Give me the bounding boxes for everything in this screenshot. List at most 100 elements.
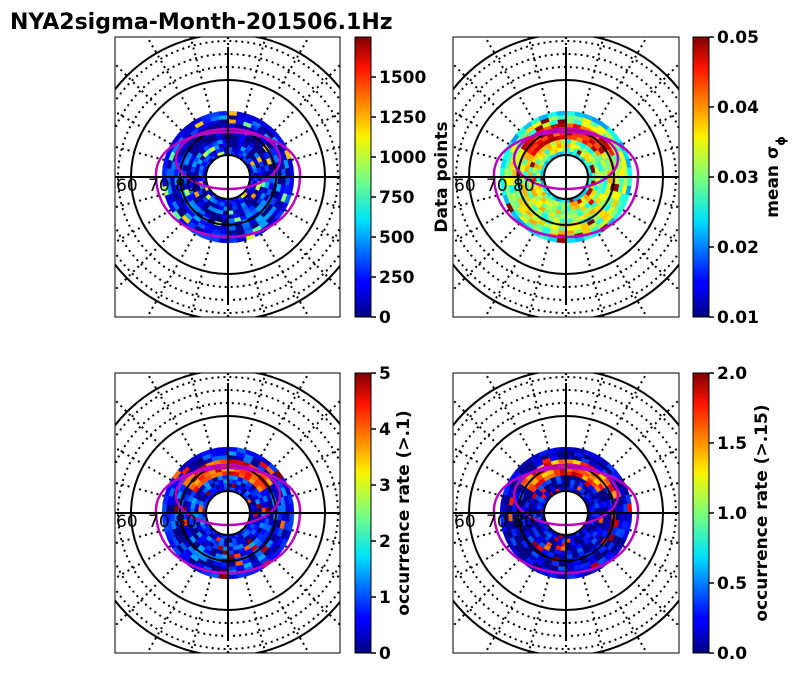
mlt-radial-line: [582, 576, 605, 653]
lat-label: 80: [175, 512, 197, 532]
mlt-radial-line: [244, 576, 267, 653]
heatmap-cell: [227, 562, 236, 568]
heatmap-cell: [220, 458, 229, 464]
mlt-radial-line: [527, 240, 550, 317]
lat-label: 60: [454, 512, 476, 532]
colorbar-tick-label: 0: [379, 644, 391, 664]
mlt-radial-line: [273, 63, 340, 132]
mlt-radial-line: [115, 193, 165, 209]
heatmap-cell: [615, 169, 621, 178]
mlt-radial-line: [115, 545, 172, 580]
heatmap-cell: [627, 176, 633, 187]
colorbar-label: Data points: [432, 121, 452, 232]
lat-label: 70: [148, 176, 170, 196]
colorbar-label-subscript: ϕ: [774, 136, 788, 146]
heatmap-cell: [558, 562, 567, 568]
heatmap-cell: [227, 122, 236, 128]
lat-label: 80: [513, 512, 535, 532]
mlt-radial-line: [484, 233, 534, 317]
mlt-radial-line: [244, 373, 267, 450]
lat-label: 80: [175, 176, 197, 196]
mlt-radial-line: [582, 373, 605, 450]
lat-label: 60: [454, 176, 476, 196]
colorbar-tick-label: 1: [379, 588, 391, 608]
mlt-radial-line: [189, 576, 212, 653]
heatmap-cell: [277, 169, 283, 178]
heatmap-cell: [615, 512, 621, 521]
lat-label: 60: [116, 176, 138, 196]
mlt-radial-line: [115, 481, 165, 497]
colorbar-tick-label: 1500: [379, 68, 426, 88]
colorbar-tick-label: 250: [379, 268, 415, 288]
colorbar-tick-label: 500: [379, 228, 415, 248]
mlt-radial-line: [115, 209, 172, 244]
heatmap-cell: [220, 122, 229, 128]
mlt-radial-line: [453, 545, 510, 580]
heatmap-cell: [558, 458, 567, 464]
heatmap-cell: [227, 238, 238, 244]
colorbar-tick-label: 0.05: [717, 28, 759, 48]
colorbar-tick-label: 0.03: [717, 168, 759, 188]
polar-panel-2: 60 70 80 0.01 0.02 0.03 0.04 0.05 mean σϕ: [452, 28, 788, 328]
heatmap-cell: [565, 574, 576, 580]
heatmap-cell: [227, 110, 238, 116]
mlt-radial-line: [453, 398, 521, 468]
polar-plot-area: 60 70 80: [453, 37, 679, 317]
mlt-radial-line: [453, 446, 510, 481]
heatmap-cell: [277, 512, 283, 521]
colorbar: [692, 36, 710, 318]
polar-panel-3: 60 70 80 0 1 2 3 4 5 occurrence rate (>.1): [114, 364, 414, 664]
colorbar-tick-label: 4: [379, 420, 391, 440]
mlt-radial-line: [453, 62, 521, 132]
mlt-radial-line: [146, 373, 196, 457]
colorbar: [692, 372, 710, 654]
colorbar-tick-label: 0: [379, 308, 391, 328]
polar-panel-1: 60 70 80 0 250 500 750 1000 1250 1500 Data points: [114, 36, 452, 328]
polar-plot-area: 60 70 80: [115, 37, 340, 317]
colorbar-tick-label: 1.0: [717, 504, 747, 524]
colorbar: [354, 36, 372, 318]
colorbar-tick-label: 0.02: [717, 238, 759, 258]
axes-frame: [452, 372, 680, 654]
mlt-radial-line: [115, 110, 172, 145]
mlt-radial-line: [484, 37, 534, 121]
colorbar-tick-label: 750: [379, 188, 415, 208]
mlt-radial-line: [146, 37, 196, 121]
mlt-radial-line: [527, 37, 550, 114]
heatmap-cell: [227, 446, 238, 452]
mlt-radial-line: [453, 481, 503, 497]
mlt-radial-line: [115, 529, 165, 545]
heatmap-cell: [565, 238, 576, 244]
mlt-radial-line: [582, 37, 605, 114]
mlt-radial-line: [629, 481, 679, 497]
colorbar-tick-label: 5: [379, 364, 391, 384]
heatmap-cell: [627, 512, 633, 523]
heatmap-cell: [565, 458, 574, 464]
lat-label: 70: [486, 512, 508, 532]
heatmap-cell: [289, 503, 295, 514]
mlt-radial-line: [453, 193, 503, 209]
heatmap-cell: [218, 574, 229, 580]
colorbar: [354, 372, 372, 654]
heatmap-cell: [218, 110, 229, 116]
heatmap-cell: [615, 176, 621, 185]
mlt-radial-line: [484, 373, 534, 457]
mlt-radial-line: [260, 569, 310, 653]
heatmap-cell: [565, 122, 574, 128]
heatmap-cell: [227, 574, 238, 580]
heatmap-cell: [289, 176, 295, 187]
colorbar-label: occurrence rate (>.1): [394, 410, 414, 615]
heatmap-cell: [227, 226, 236, 232]
mlt-radial-line: [115, 398, 183, 468]
heatmap-cell: [565, 446, 576, 452]
colorbar-tick-label: 0.5: [717, 574, 747, 594]
heatmap-cell: [627, 167, 633, 178]
heatmap-cell: [220, 562, 229, 568]
mlt-radial-line: [291, 481, 340, 497]
mlt-radial-line: [273, 399, 340, 468]
heatmap-cell: [277, 176, 283, 185]
heatmap-cell: [218, 238, 229, 244]
colorbar-tick-label: 1.5: [717, 434, 747, 454]
heatmap-cell: [220, 226, 229, 232]
